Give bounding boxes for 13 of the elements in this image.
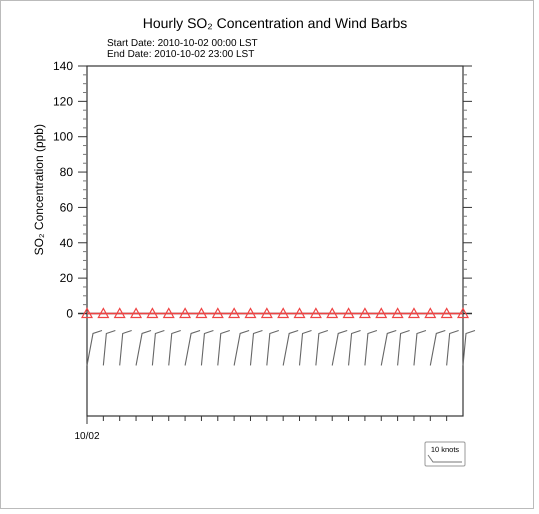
y-tick-label: 0 <box>66 306 74 320</box>
y-tick-label: 120 <box>52 94 74 108</box>
text: Start Date: 2010-10-02 00:00 LST <box>107 38 258 49</box>
y-axis-title: SO₂ Concentration (ppb) <box>32 124 46 256</box>
text: End Date: 2010-10-02 23:00 LST <box>107 49 254 60</box>
y-tick-label: 140 <box>52 59 74 73</box>
y-tick-label: 60 <box>60 200 74 214</box>
y-tick-label: 80 <box>60 165 74 180</box>
x-tick-label: 10/02 <box>74 431 100 442</box>
y-tick-label: 40 <box>60 236 74 250</box>
y-tick-label: 100 <box>52 130 74 144</box>
y-tick-label: 20 <box>60 271 74 286</box>
chart-title: Hourly SO₂ Concentration and Wind Barbs <box>142 15 408 31</box>
